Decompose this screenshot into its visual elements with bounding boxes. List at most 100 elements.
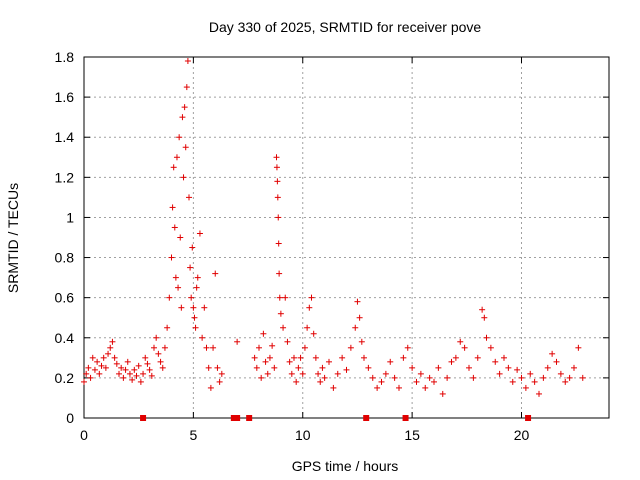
data-point <box>100 354 107 361</box>
data-point <box>435 364 442 371</box>
data-point <box>575 344 582 351</box>
data-point <box>557 370 564 377</box>
data-point <box>262 358 269 365</box>
data-point <box>273 164 280 171</box>
x-ticks: 0 5 10 15 20 <box>80 57 529 443</box>
data-point <box>409 364 416 371</box>
data-point <box>189 244 196 251</box>
x-axis-label: GPS time / hours <box>292 458 399 474</box>
data-point <box>216 378 223 385</box>
data-point <box>378 378 385 385</box>
data-point <box>439 390 446 397</box>
data-point <box>151 344 157 351</box>
data-point <box>382 370 389 377</box>
data-point <box>310 330 317 337</box>
data-point <box>282 294 289 301</box>
data-point <box>369 374 376 381</box>
data-point <box>94 358 101 365</box>
data-point <box>199 334 206 341</box>
data-point <box>518 374 525 381</box>
data-point <box>193 284 200 291</box>
gap-marker <box>234 415 241 421</box>
y-tick-label: 1.2 <box>55 169 75 185</box>
y-tick-label: 0 <box>66 410 74 426</box>
data-point <box>190 304 197 311</box>
data-point <box>536 390 542 397</box>
data-point <box>308 294 315 301</box>
data-point <box>170 164 177 171</box>
x-tick-label: 15 <box>404 427 420 443</box>
data-point <box>352 324 359 331</box>
data-point <box>319 364 326 371</box>
data-point <box>400 354 407 361</box>
data-point <box>155 350 162 357</box>
data-point <box>315 370 322 377</box>
data-point <box>422 384 429 391</box>
data-point <box>148 372 155 379</box>
gap-marker <box>246 415 253 421</box>
data-point <box>579 374 586 381</box>
y-tick-label: 1.8 <box>55 49 75 65</box>
data-point <box>175 284 182 291</box>
data-point <box>120 374 127 381</box>
data-point <box>181 104 188 111</box>
data-point <box>161 344 168 351</box>
data-point <box>176 134 183 141</box>
y-tick-label: 1 <box>66 209 74 225</box>
data-point <box>234 338 241 345</box>
data-point <box>274 178 281 185</box>
gap-marker <box>363 415 370 421</box>
data-point <box>365 364 372 371</box>
data-point <box>396 384 402 391</box>
data-point <box>275 214 282 221</box>
data-point <box>295 364 302 371</box>
data-point <box>306 304 313 311</box>
data-point <box>188 294 195 301</box>
data-point <box>481 314 488 321</box>
data-point <box>514 366 521 373</box>
data-point <box>347 344 354 351</box>
data-point <box>531 378 538 385</box>
data-point <box>116 370 122 377</box>
data-point <box>178 304 185 311</box>
data-point <box>105 350 112 357</box>
data-point <box>182 144 189 151</box>
data-point <box>483 334 490 341</box>
data-point <box>553 358 560 365</box>
data-point <box>487 344 494 351</box>
grid <box>84 57 609 418</box>
data-point <box>124 358 131 365</box>
data-point <box>496 370 503 377</box>
data-point <box>164 324 171 331</box>
data-point <box>107 344 114 351</box>
data-point <box>251 354 258 361</box>
data-point <box>191 314 198 321</box>
data-point <box>470 374 477 381</box>
data-point <box>146 366 153 373</box>
data-point <box>413 378 420 385</box>
data-point <box>426 374 433 381</box>
data-points <box>81 58 586 397</box>
data-point <box>91 366 98 373</box>
gap-marker <box>230 415 237 421</box>
data-point <box>131 366 138 373</box>
data-point <box>135 362 142 369</box>
data-point <box>81 378 87 385</box>
data-point <box>291 354 297 361</box>
data-point <box>186 194 192 201</box>
data-point <box>133 372 140 379</box>
data-point <box>269 342 276 349</box>
y-tick-label: 0.8 <box>55 250 75 266</box>
data-point <box>330 384 337 391</box>
data-point <box>562 378 569 385</box>
data-point <box>87 374 94 381</box>
gap-marker <box>402 415 409 421</box>
data-point <box>297 354 304 361</box>
data-point <box>527 370 534 377</box>
data-point <box>89 354 96 361</box>
data-point <box>509 378 516 385</box>
data-point <box>280 324 287 331</box>
data-point <box>142 354 149 361</box>
data-point <box>404 344 411 351</box>
data-point <box>168 254 175 261</box>
